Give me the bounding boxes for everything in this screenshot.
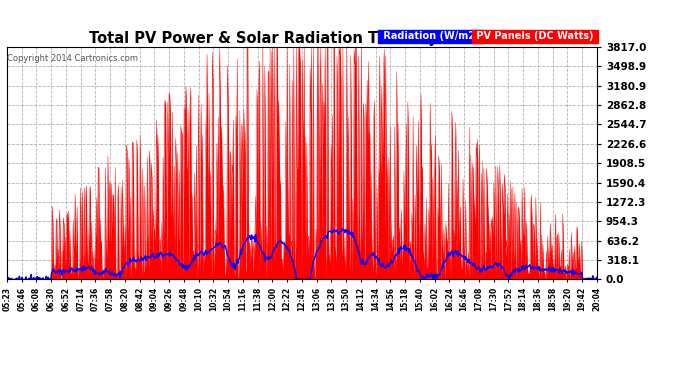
Title: Total PV Power & Solar Radiation Thu May 22 20:14: Total PV Power & Solar Radiation Thu May… — [89, 31, 515, 46]
Text: Copyright 2014 Cartronics.com: Copyright 2014 Cartronics.com — [8, 54, 139, 63]
Text: Radiation (W/m2): Radiation (W/m2) — [380, 31, 482, 41]
Text: PV Panels (DC Watts): PV Panels (DC Watts) — [473, 31, 597, 41]
